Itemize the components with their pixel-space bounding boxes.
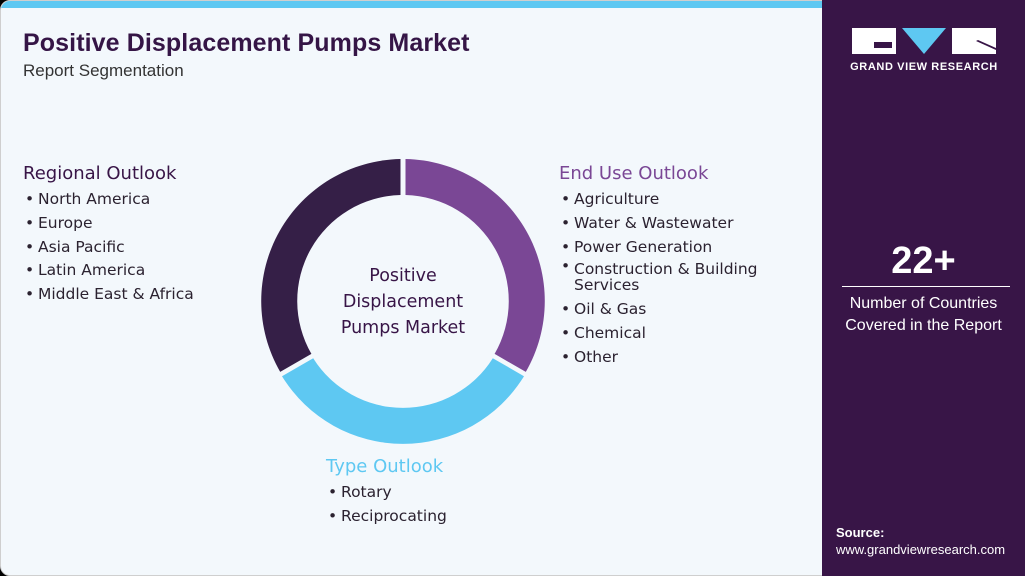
brand-name: GRAND VIEW RESEARCH — [850, 61, 998, 73]
source-heading: Source: — [836, 525, 885, 540]
countries-label-line: Number of Countries — [849, 295, 998, 312]
page-subtitle: Report Segmentation — [23, 61, 184, 80]
list-item: North America — [23, 188, 194, 212]
type-outlook-list: Rotary Reciprocating — [326, 481, 447, 529]
list-item: Other — [559, 346, 779, 370]
center-label-line: Displacement — [342, 292, 464, 312]
type-outlook-title: Type Outlook — [326, 456, 444, 477]
gvr-logo-icon — [852, 28, 996, 54]
end-use-outlook-title: End Use Outlook — [559, 163, 709, 184]
end-use-outlook-list: Agriculture Water & Wastewater Power Gen… — [559, 188, 779, 370]
donut-segment-end-use — [405, 159, 545, 372]
source-link[interactable]: www.grandviewresearch.com — [836, 542, 1006, 557]
list-item: Oil & Gas — [559, 298, 779, 322]
regional-outlook-section: Regional Outlook North America Europe As… — [23, 163, 194, 307]
stat-divider — [842, 286, 1010, 287]
segmentation-donut-chart — [261, 159, 545, 444]
brand-sidebar — [822, 0, 1025, 576]
list-item: Europe — [23, 212, 194, 236]
donut-segment-regional — [261, 159, 401, 372]
list-item: Latin America — [23, 259, 194, 283]
type-outlook-section: Type Outlook Rotary Reciprocating — [326, 456, 447, 529]
accent-bar — [1, 1, 823, 8]
list-item: Asia Pacific — [23, 236, 194, 260]
page-title: Positive Displacement Pumps Market — [23, 29, 470, 57]
list-item: Construction & Building Services — [559, 259, 779, 298]
countries-label: Number of Countries Covered in the Repor… — [822, 293, 1025, 337]
donut-center-label: Positive Displacement Pumps Market — [321, 263, 485, 341]
list-item: Agriculture — [559, 188, 779, 212]
center-label-line: Positive — [369, 266, 437, 286]
list-item: Chemical — [559, 322, 779, 346]
end-use-outlook-section: End Use Outlook Agriculture Water & Wast… — [559, 163, 779, 370]
list-item: Middle East & Africa — [23, 283, 194, 307]
center-label-line: Pumps Market — [340, 318, 466, 338]
donut-segment-type — [282, 358, 524, 444]
list-item: Rotary — [326, 481, 447, 505]
list-item: Reciprocating — [326, 505, 447, 529]
countries-count: 22+ — [891, 240, 956, 282]
list-item: Water & Wastewater — [559, 212, 779, 236]
regional-outlook-list: North America Europe Asia Pacific Latin … — [23, 188, 194, 307]
countries-label-line: Covered in the Report — [845, 317, 1002, 334]
list-item: Power Generation — [559, 236, 779, 260]
regional-outlook-title: Regional Outlook — [23, 163, 177, 184]
